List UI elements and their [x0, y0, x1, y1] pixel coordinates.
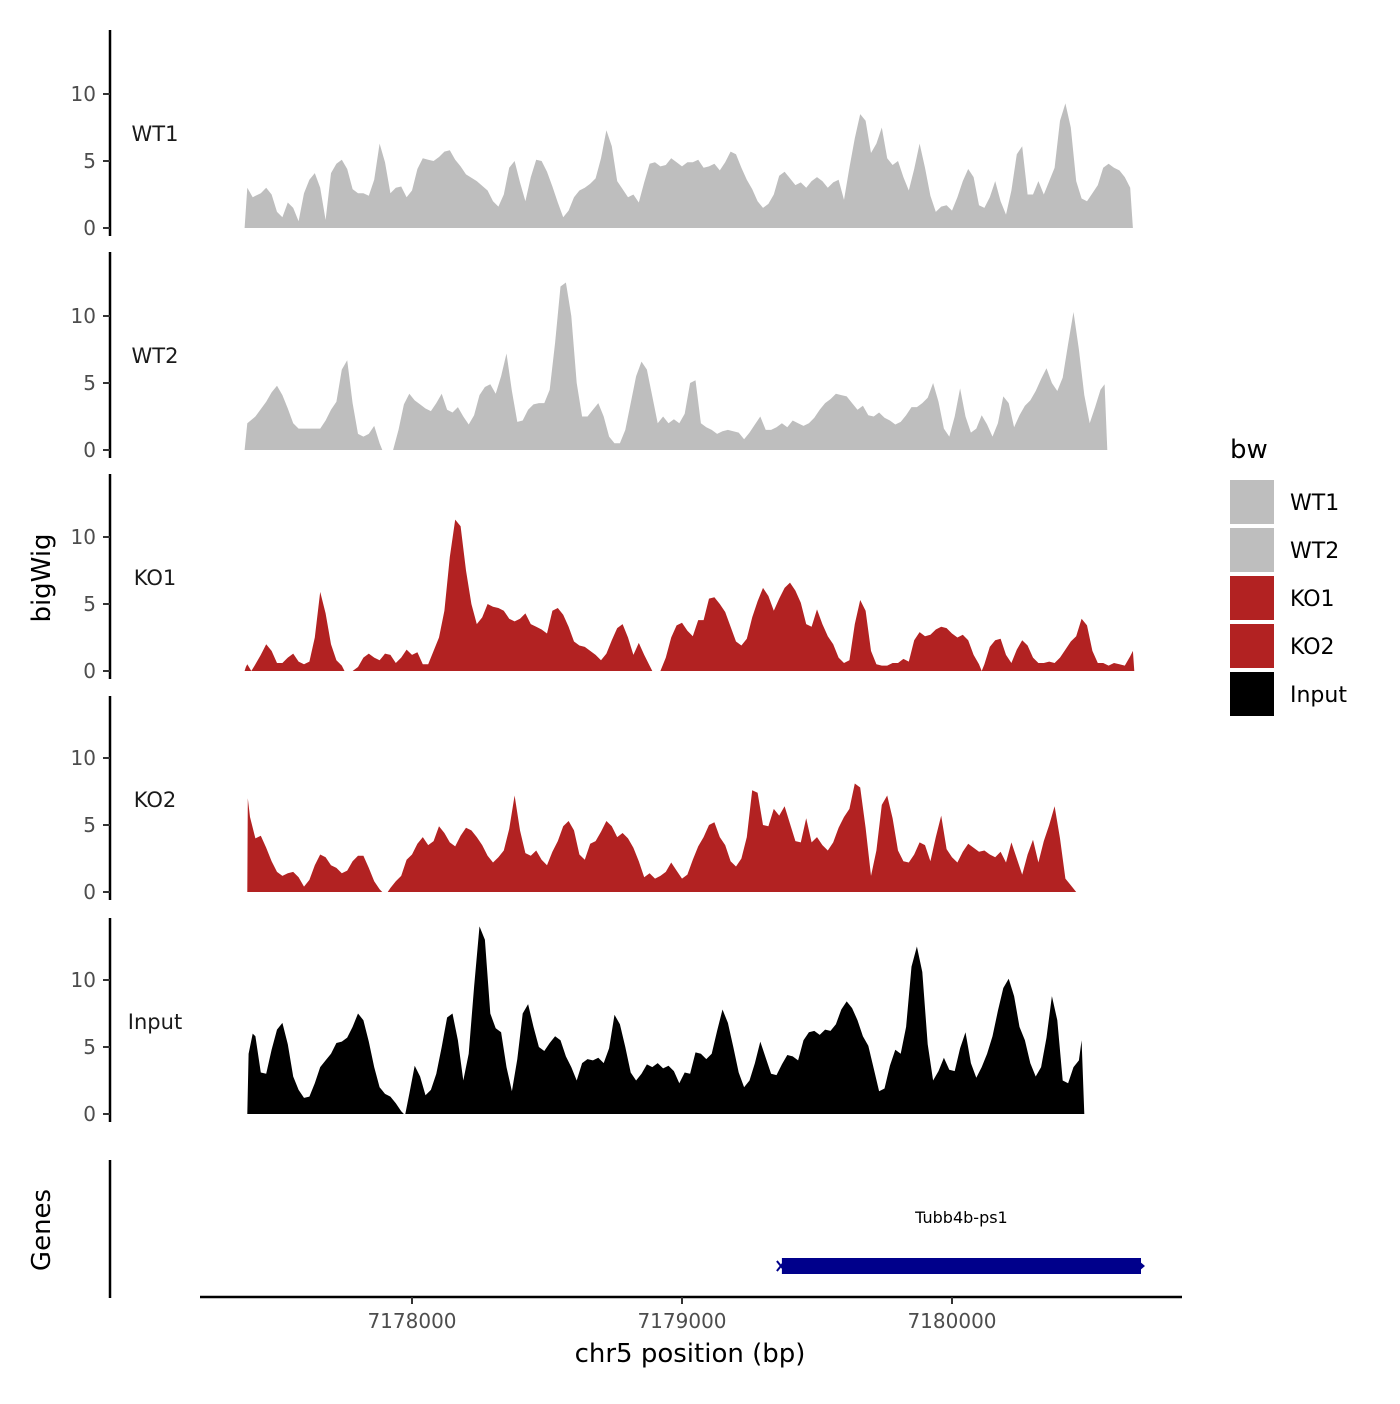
- legend: bw WT1 WT2 KO1 KO2 Input: [1230, 435, 1347, 716]
- y-tick-label: 10: [71, 525, 96, 549]
- y-tick-label: 0: [83, 880, 96, 904]
- y-tick-label: 10: [71, 968, 96, 992]
- coverage-area-ko1: [244, 519, 1135, 671]
- y-tick-label: 0: [83, 216, 96, 240]
- coverage-area-wt2: [244, 282, 1108, 450]
- track-label: WT2: [132, 344, 179, 368]
- legend-title: bw: [1230, 435, 1268, 465]
- y-tick-label: 5: [83, 371, 96, 395]
- y-tick-label: 5: [83, 592, 96, 616]
- coverage-area-ko2: [247, 783, 1098, 892]
- track-input: 0 5 10 Input: [71, 918, 1085, 1126]
- y-tick-label: 10: [71, 82, 96, 106]
- coverage-area-input: [247, 926, 1085, 1114]
- x-tick-label: 7178000: [367, 1309, 456, 1333]
- track-label: WT1: [132, 122, 179, 146]
- y-tick-label: 5: [83, 813, 96, 837]
- gene-marks: Tubb4b-ps1: [776, 1208, 1145, 1274]
- y-axis-title: bigWig: [27, 533, 57, 622]
- gene-label: Tubb4b-ps1: [914, 1208, 1008, 1227]
- y-tick-label: 5: [83, 1035, 96, 1059]
- gene-start-marker: [776, 1260, 786, 1272]
- legend-label: WT1: [1290, 491, 1339, 516]
- legend-swatch: [1230, 528, 1274, 572]
- y-tick-label: 10: [71, 304, 96, 328]
- legend-swatch: [1230, 672, 1274, 716]
- gene-end-marker: [1139, 1261, 1145, 1271]
- y-tick-label: 5: [83, 149, 96, 173]
- y-tick-label: 0: [83, 1102, 96, 1126]
- track-label: KO1: [134, 566, 177, 590]
- legend-swatch: [1230, 480, 1274, 524]
- legend-label: KO2: [1290, 635, 1335, 660]
- y-tick-label: 10: [71, 746, 96, 770]
- y-tick-label: 0: [83, 659, 96, 683]
- coverage-tracks: 0 5 10 WT1 0 5 10 WT2 0 5 10 KO1 0 5 10 KO2 0 5 10 Input: [71, 30, 1135, 1126]
- legend-label: Input: [1290, 683, 1347, 708]
- x-tick-label: 7180000: [907, 1309, 996, 1333]
- coverage-area-wt1: [244, 103, 1133, 228]
- legend-swatch: [1230, 624, 1274, 668]
- gene-body: [781, 1258, 1141, 1274]
- x-tick-label: 7179000: [637, 1309, 726, 1333]
- x-axis-title: chr5 position (bp): [575, 1339, 806, 1369]
- legend-label: KO1: [1290, 587, 1335, 612]
- track-label: KO2: [134, 788, 177, 812]
- genes-panel: Tubb4b-ps1: [108, 1160, 1145, 1298]
- genes-axis-title: Genes: [27, 1189, 57, 1271]
- track-wt2: 0 5 10 WT2: [71, 252, 1108, 462]
- x-axis: 7178000 7179000 7180000: [200, 1295, 1182, 1333]
- track-ko2: 0 5 10 KO2: [71, 696, 1098, 904]
- y-tick-label: 0: [83, 438, 96, 462]
- track-label: Input: [128, 1010, 182, 1034]
- legend-label: WT2: [1290, 539, 1339, 564]
- track-wt1: 0 5 10 WT1: [71, 30, 1133, 240]
- legend-swatch: [1230, 576, 1274, 620]
- track-ko1: 0 5 10 KO1: [71, 474, 1135, 683]
